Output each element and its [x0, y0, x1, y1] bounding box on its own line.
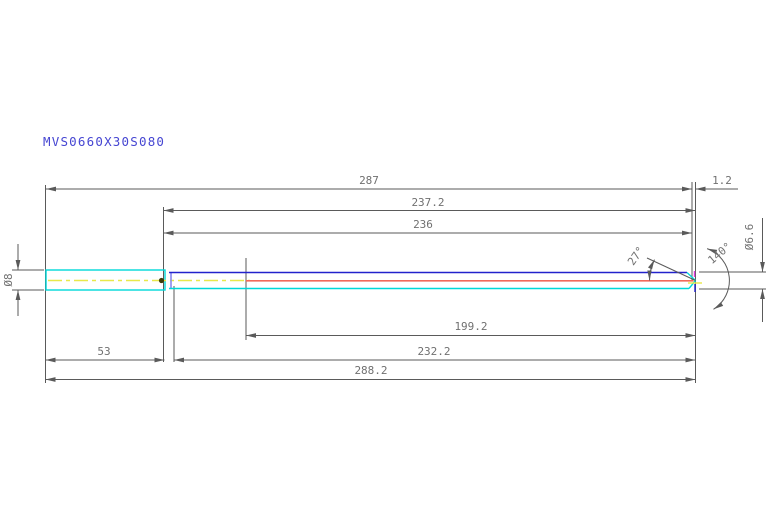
dim-overall-label: 287: [359, 174, 379, 187]
dim-overall: 287: [46, 174, 692, 192]
drawing-title: MVS0660X30S080: [43, 134, 165, 149]
dim-flute-with-point: 237.2: [163, 196, 696, 213]
arrowhead: [713, 302, 724, 310]
dim-overall-with-point-label: 288.2: [354, 364, 387, 377]
extension-lines: [12, 182, 766, 383]
arrowhead: [760, 289, 765, 299]
tool-outline: [45, 269, 702, 292]
dim-point-angle-label: 140°: [705, 240, 734, 267]
arrowhead: [760, 262, 765, 272]
arrowhead: [246, 333, 256, 338]
arrowhead: [648, 259, 655, 270]
dim-cutting-diameter: Ø6.6: [743, 218, 765, 322]
arrowhead: [15, 260, 21, 270]
arrowhead: [685, 357, 696, 363]
dim-point-length: 1.2: [695, 174, 738, 192]
tip-upper-edge: [686, 271, 696, 282]
dim-body-length-label: 232.2: [417, 345, 450, 358]
arrowhead: [15, 290, 21, 300]
arrowhead: [685, 333, 696, 338]
dim-flute-with-point-label: 237.2: [411, 196, 444, 209]
dim-body-length: 232.2: [174, 345, 696, 363]
angle-reference-line: [646, 257, 696, 281]
dim-shank-length: 53: [45, 345, 165, 363]
arrowhead: [45, 357, 56, 363]
dim-shank-length-label: 53: [97, 345, 110, 358]
dim-overall-with-point: 288.2: [45, 364, 696, 382]
arrowhead: [163, 208, 174, 213]
arrowhead: [647, 270, 652, 281]
tip-lower-edge: [688, 280, 697, 289]
dim-point-length-label: 1.2: [712, 174, 732, 187]
arrowhead: [46, 186, 56, 192]
arrowhead: [45, 377, 56, 382]
dim-secondary-angle-label: 27°: [625, 244, 647, 268]
dim-cutting-diameter-label: Ø6.6: [743, 224, 756, 251]
dim-shank-diameter: Ø8: [2, 244, 21, 316]
arrowhead: [685, 377, 696, 382]
dim-shank-diameter-label: Ø8: [2, 273, 15, 286]
dim-point-angle: 140°: [705, 240, 734, 310]
dim-flute-no-point: 236: [163, 218, 692, 236]
dim-flute-length-label: 199.2: [454, 320, 487, 333]
arrowhead: [682, 186, 692, 192]
dim-flute-no-point-label: 236: [413, 218, 433, 231]
arrowhead: [682, 230, 692, 236]
dim-flute-length: 199.2: [246, 320, 696, 338]
arrowhead: [154, 357, 165, 363]
arrowhead: [685, 208, 696, 213]
arrowhead: [174, 357, 184, 363]
origin-dot: [158, 277, 165, 284]
arrowhead: [695, 186, 706, 192]
dim-secondary-angle: 27°: [625, 244, 696, 281]
arrowhead: [707, 248, 718, 255]
arrowhead: [163, 230, 174, 236]
